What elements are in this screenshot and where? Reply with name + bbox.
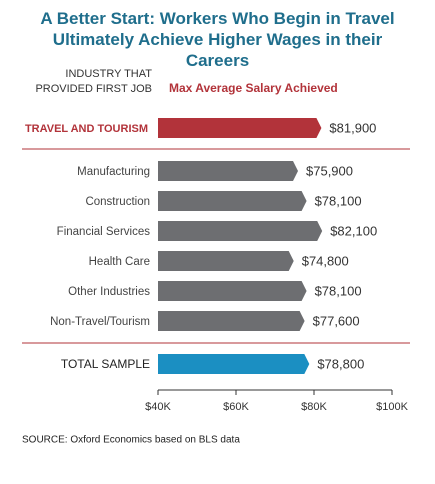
value-label: $75,900	[306, 163, 353, 178]
source: SOURCE: Oxford Economics based on BLS da…	[22, 435, 240, 446]
category-header: PROVIDED FIRST JOB	[35, 83, 152, 95]
x-tick-label: $80K	[301, 401, 327, 413]
bar	[158, 311, 305, 331]
bar	[158, 354, 310, 374]
bar	[158, 281, 307, 301]
category-label: Financial Services	[57, 226, 151, 238]
value-label: $77,600	[313, 313, 360, 328]
bar	[158, 191, 307, 211]
bar	[158, 118, 322, 138]
x-tick-label: $60K	[223, 401, 249, 413]
category-label: Health Care	[89, 256, 150, 268]
category-label: TOTAL SAMPLE	[61, 357, 150, 371]
value-label: $78,100	[315, 193, 362, 208]
value-label: $82,100	[330, 223, 377, 238]
value-label: $78,800	[317, 356, 364, 371]
category-header: INDUSTRY THAT	[65, 68, 152, 80]
value-label: $78,100	[315, 283, 362, 298]
bar	[158, 221, 323, 241]
x-tick-label: $40K	[145, 401, 171, 413]
category-label: Non-Travel/Tourism	[50, 316, 150, 328]
category-label: Other Industries	[68, 286, 150, 298]
bar	[158, 161, 299, 181]
chart-title: A Better Start: Workers Who Begin in Tra…	[40, 9, 395, 70]
bar	[158, 251, 294, 271]
category-label: Manufacturing	[77, 166, 150, 178]
value-label: $81,900	[329, 120, 376, 135]
value-header: Max Average Salary Achieved	[169, 81, 338, 95]
category-label: TRAVEL AND TOURISM	[25, 123, 148, 135]
x-tick-label: $100K	[376, 401, 408, 413]
category-label: Construction	[85, 196, 150, 208]
value-label: $74,800	[302, 253, 349, 268]
